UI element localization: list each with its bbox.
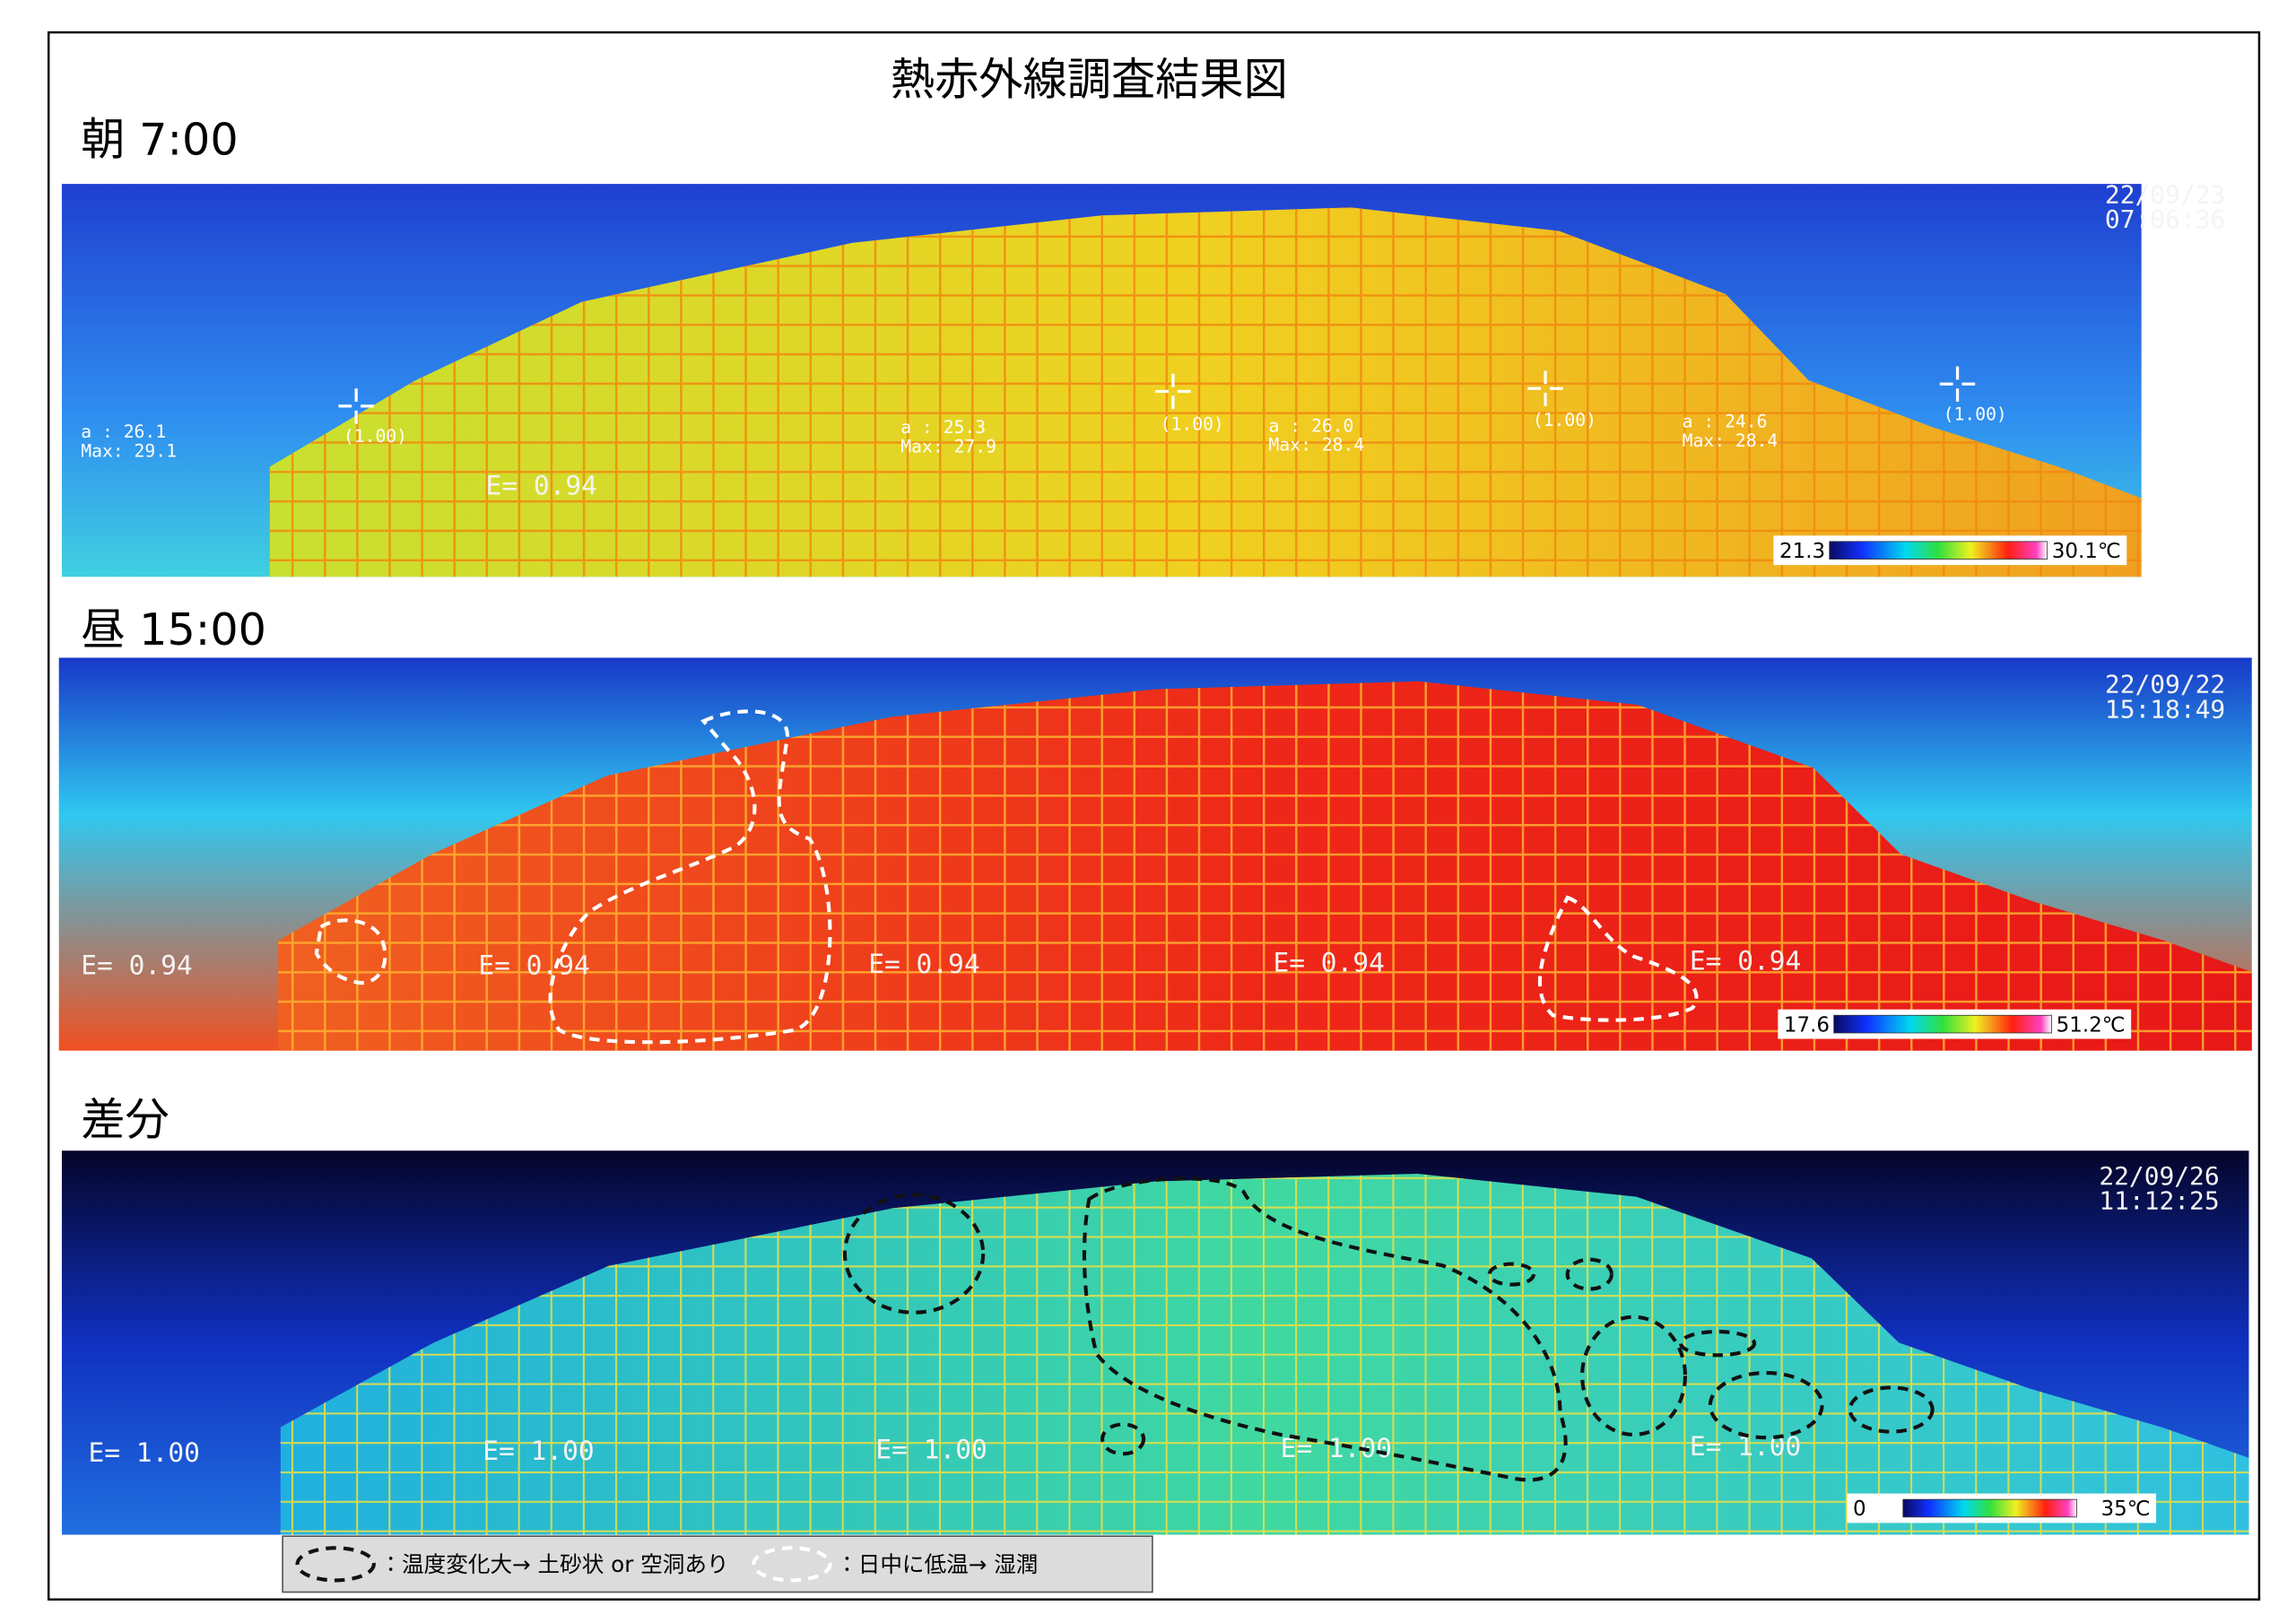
- timestamp: 22/09/23: [2105, 179, 2225, 209]
- wet-zone: [1537, 895, 1699, 1022]
- scale-max: 30.1℃: [2052, 540, 2121, 563]
- readout-a: a : 24.6: [1683, 411, 1768, 431]
- legend-swatch-white: [752, 1546, 832, 1583]
- wet-zone: [314, 918, 387, 985]
- panel-label: 昼 15:00: [81, 603, 266, 655]
- emissivity-label: E= 0.94: [478, 950, 589, 981]
- cavity-zone: [1580, 1315, 1688, 1437]
- readout-max: Max: 28.4: [1683, 430, 1779, 451]
- cursor-label: (1.00): [1944, 404, 2007, 424]
- timestamp: 15:18:49: [2105, 695, 2225, 725]
- legend-text: ：温度変化大→ 土砂状 or 空洞あり: [379, 1551, 728, 1577]
- cavity-zone: [1708, 1370, 1824, 1440]
- scale-gradient: [1902, 1498, 2077, 1518]
- scale-max: 35℃: [2100, 1497, 2150, 1521]
- frame-grid: [280, 1174, 2249, 1535]
- frame-grid: [278, 681, 2252, 1051]
- cursor-label: (1.00): [344, 426, 407, 447]
- cavity-zone-outlines: [842, 1176, 1935, 1482]
- panel-label: 差分: [81, 1094, 169, 1146]
- wet-zone: [548, 709, 832, 1045]
- cavity-zone: [1082, 1176, 1568, 1482]
- legend: ：温度変化大→ 土砂状 or 空洞あり ：日中に低温→ 湿潤: [282, 1535, 1153, 1593]
- cursor-label: (1.00): [1161, 414, 1224, 435]
- thermal-image: [61, 184, 2142, 577]
- legend-swatch-black: [295, 1546, 376, 1583]
- timestamp: 22/09/26: [2099, 1161, 2219, 1191]
- readout-max: Max: 29.1: [81, 440, 177, 461]
- cavity-zone: [1100, 1422, 1146, 1456]
- scale-min: 17.6: [1784, 1013, 1830, 1037]
- emissivity-label: E= 0.94: [81, 950, 192, 981]
- emissivity-label: E= 0.94: [868, 949, 979, 979]
- readout-a: a : 25.3: [900, 417, 986, 438]
- timestamp: 07:06:36: [2105, 204, 2225, 234]
- readout-max: Max: 28.4: [1269, 435, 1365, 456]
- cursor-label: (1.00): [1533, 410, 1596, 430]
- scale-gradient: [1829, 541, 2048, 560]
- scale-max: 51.2℃: [2057, 1013, 2126, 1037]
- wet-zone-outlines: [314, 709, 1699, 1045]
- measure-cursor: [338, 388, 374, 424]
- emissivity-label: E= 1.00: [88, 1437, 199, 1468]
- scale-min: 0: [1853, 1497, 1866, 1521]
- readout-a: a : 26.1: [81, 421, 166, 442]
- emissivity-label: E= 1.00: [875, 1435, 987, 1465]
- emissivity-label: E= 0.94: [1690, 946, 1801, 976]
- legend-box: [282, 1535, 1153, 1593]
- readout-max: Max: 27.9: [900, 436, 996, 456]
- legend-text: ：日中に低温→ 湿潤: [836, 1551, 1038, 1577]
- measure-cursor: [1155, 373, 1191, 410]
- cavity-zone: [1848, 1385, 1935, 1434]
- thermal-image: [61, 1150, 2249, 1535]
- emissivity-label: E= 1.00: [483, 1436, 594, 1466]
- timestamp: 22/09/22: [2105, 670, 2225, 699]
- emissivity-label: E= 0.94: [1273, 947, 1384, 977]
- measure-cursor: [1527, 370, 1563, 406]
- scale-gradient: [1833, 1014, 2052, 1034]
- thermal-image: [58, 657, 2252, 1051]
- timestamp: 11:12:25: [2099, 1186, 2219, 1216]
- cavity-zone: [1565, 1257, 1613, 1291]
- emissivity-label: E= 0.94: [486, 471, 597, 501]
- figure-title: 熱赤外線調査結果図: [891, 53, 1288, 105]
- readout-a: a : 26.0: [1269, 415, 1354, 436]
- page-border: [47, 30, 2261, 1601]
- frame-grid: [269, 207, 2142, 577]
- cavity-zone: [1678, 1330, 1757, 1358]
- cavity-zone: [842, 1193, 986, 1315]
- scale-min: 21.3: [1779, 540, 1825, 563]
- measure-cursor: [1939, 366, 1976, 402]
- panel-label: 朝 7:00: [81, 114, 238, 166]
